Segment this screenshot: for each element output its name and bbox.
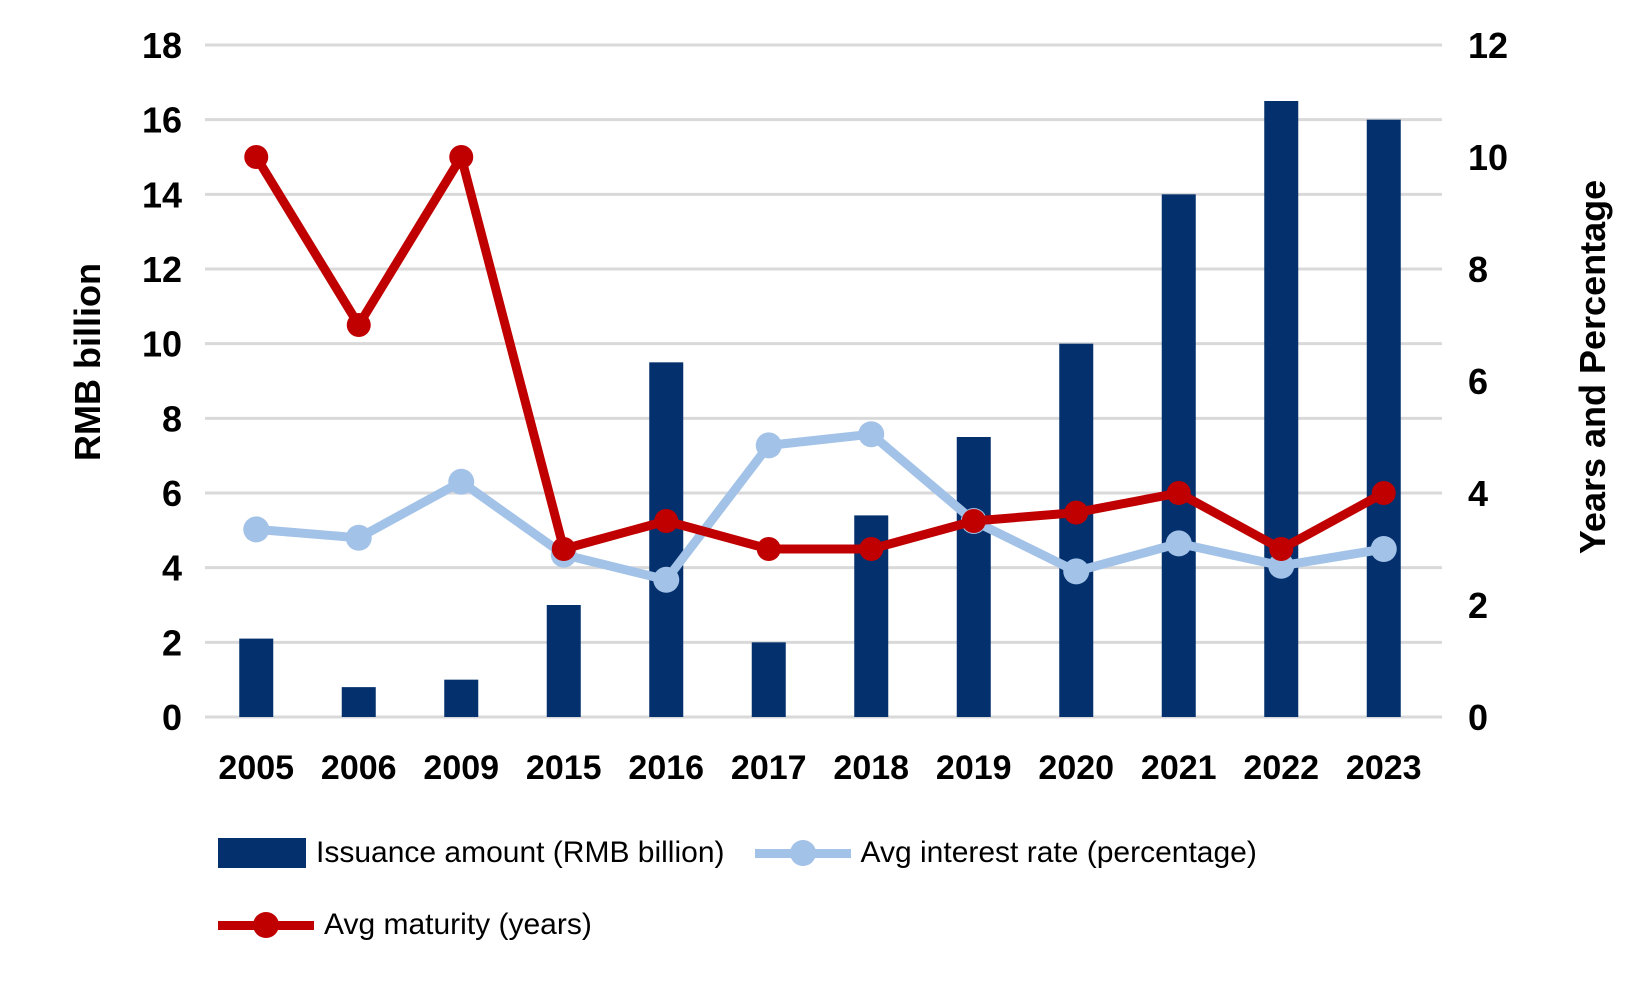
legend-interest-dot-icon — [789, 840, 816, 866]
bar-2019 — [956, 437, 991, 717]
right-axis-tick-4: 4 — [1468, 473, 1488, 514]
legend-label-maturity: Avg maturity (years) — [324, 908, 592, 941]
left-axis-tick-14: 14 — [142, 174, 182, 215]
right-axis-tick-12: 12 — [1468, 25, 1508, 66]
x-axis-label-2018: 2018 — [833, 749, 909, 787]
legend-swatch-interest-line — [754, 840, 851, 866]
bar-2017 — [751, 642, 786, 717]
right-axis-tick-2: 2 — [1468, 585, 1488, 626]
point-interest_line-2018 — [858, 421, 885, 448]
bar-2005 — [239, 638, 274, 717]
left-axis-tick-8: 8 — [162, 398, 182, 439]
point-interest_line-2017 — [755, 432, 782, 459]
line-maturity_line — [252, 152, 1386, 554]
legend-maturity-dot-icon — [253, 912, 279, 938]
right-axis-tick-6: 6 — [1468, 361, 1488, 402]
point-maturity_line-2020 — [1064, 500, 1089, 525]
bar-2015 — [546, 605, 581, 717]
point-interest_line-2023 — [1370, 536, 1397, 562]
x-axis-label-2006: 2006 — [321, 749, 397, 787]
x-axis-label-2016: 2016 — [628, 749, 704, 787]
right-axis-tick-8: 8 — [1468, 249, 1488, 290]
point-maturity_line-2006 — [346, 313, 371, 337]
left-axis-tick-18: 18 — [142, 25, 182, 66]
legend-label-issuance: Issuance amount (RMB billion) — [316, 836, 725, 869]
x-axis-label-2005: 2005 — [218, 749, 294, 787]
point-maturity_line-2016 — [654, 509, 679, 533]
point-maturity_line-2023 — [1371, 481, 1396, 505]
point-interest_line-2006 — [345, 524, 372, 551]
left-axis-tick-6: 6 — [162, 473, 182, 514]
point-interest_line-2005 — [243, 516, 270, 543]
point-interest_line-2016 — [653, 566, 680, 593]
point-interest_line-2021 — [1165, 530, 1192, 557]
x-axis-label-2009: 2009 — [423, 749, 499, 787]
bar-2023 — [1366, 119, 1401, 717]
legend-row-2: Avg maturity (years) — [218, 908, 1257, 942]
left-axis-tick-0: 0 — [162, 697, 182, 738]
line-interest_line — [255, 429, 1385, 585]
point-maturity_line-2018 — [859, 537, 884, 561]
bar-2016 — [649, 362, 684, 717]
bar-2021 — [1161, 194, 1196, 718]
point-maturity_line-2015 — [551, 537, 576, 561]
left-axis-tick-16: 16 — [142, 100, 182, 141]
point-maturity_line-2009 — [449, 145, 474, 169]
right-axis-tick-0: 0 — [1468, 697, 1488, 738]
bar-2006 — [341, 687, 376, 717]
point-maturity_line-2017 — [756, 537, 781, 561]
legend-label-interest: Avg interest rate (percentage) — [860, 836, 1257, 869]
x-axis-label-2015: 2015 — [526, 749, 602, 787]
legend-row-1: Issuance amount (RMB billion) Avg intere… — [218, 836, 1257, 870]
left-axis-tick-12: 12 — [142, 249, 182, 290]
legend-swatch-maturity-line — [218, 912, 314, 938]
bar-2020 — [1059, 343, 1094, 717]
left-axis-title: RMB billion — [67, 263, 108, 461]
left-axis-tick-2: 2 — [162, 622, 182, 663]
point-interest_line-2020 — [1063, 558, 1090, 585]
left-axis-tick-4: 4 — [162, 548, 182, 589]
right-axis-tick-10: 10 — [1468, 137, 1508, 178]
x-axis-label-2021: 2021 — [1141, 749, 1217, 787]
legend-swatch-issuance-bar — [218, 838, 306, 868]
point-interest_line-2022 — [1268, 552, 1295, 579]
point-maturity_line-2022 — [1269, 537, 1294, 561]
right-axis-title: Years and Percentage — [1572, 179, 1613, 555]
left-axis-tick-10: 10 — [142, 324, 182, 365]
bar-2022 — [1264, 101, 1299, 717]
point-maturity_line-2021 — [1166, 481, 1191, 505]
chart-legend: Issuance amount (RMB billion) Avg intere… — [218, 836, 1257, 942]
point-maturity_line-2019 — [961, 509, 986, 533]
point-interest_line-2009 — [448, 468, 475, 495]
bar-2009 — [444, 679, 479, 717]
x-axis-label-2017: 2017 — [731, 749, 807, 787]
point-maturity_line-2005 — [244, 145, 269, 169]
x-axis-label-2022: 2022 — [1243, 749, 1319, 787]
x-axis-label-2019: 2019 — [936, 749, 1012, 787]
x-axis-label-2020: 2020 — [1038, 749, 1114, 787]
x-axis-label-2023: 2023 — [1346, 749, 1422, 787]
